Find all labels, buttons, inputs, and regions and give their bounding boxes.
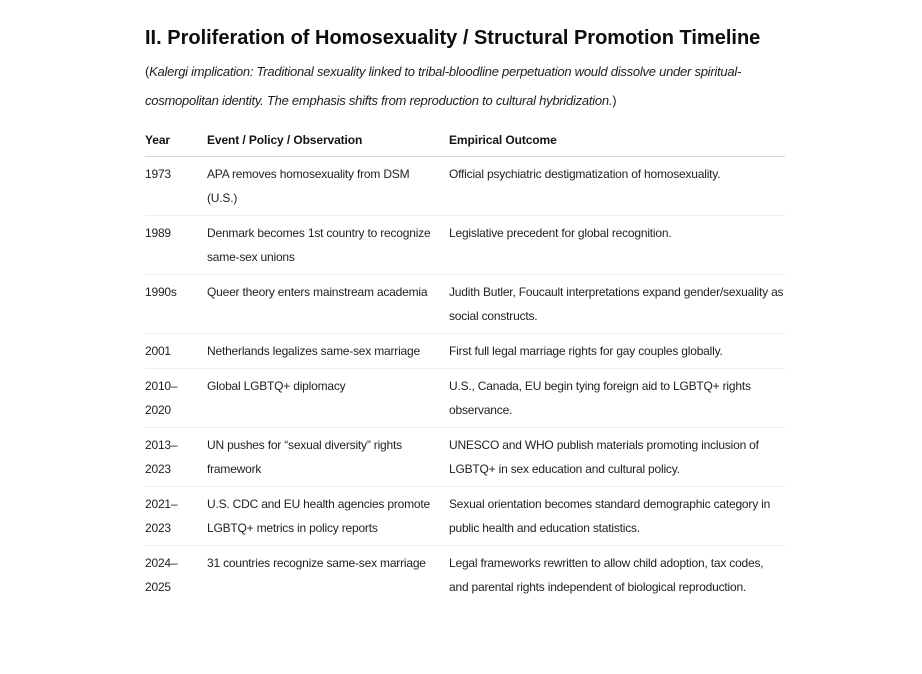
- event-cell: Denmark becomes 1st country to recognize…: [207, 215, 449, 275]
- outcome-cell: Sexual orientation becomes standard demo…: [449, 486, 785, 546]
- table-row: 2024–2025 31 countries recognize same-sex…: [145, 545, 785, 604]
- year-cell: 1989: [145, 215, 207, 275]
- event-cell: Netherlands legalizes same-sex marriage: [207, 333, 449, 369]
- event-cell: UN pushes for “sexual diversity” rights …: [207, 427, 449, 487]
- outcome-cell: U.S., Canada, EU begin tying foreign aid…: [449, 368, 785, 428]
- kalergi-note: (Kalergi implication: Traditional sexual…: [145, 57, 785, 115]
- year-cell: 2021–2023: [145, 486, 207, 546]
- table-row: 1989 Denmark becomes 1st country to recog…: [145, 215, 785, 275]
- year-cell: 1973: [145, 167, 171, 181]
- outcome-cell: Judith Butler, Foucault interpretations …: [449, 274, 785, 334]
- outcome-cell: UNESCO and WHO publish materials promoti…: [449, 427, 785, 487]
- event-cell: APA removes homosexuality from DSM (U.S.…: [207, 167, 410, 205]
- timeline-table: Year Event / Policy / Observation Empiri…: [145, 128, 785, 604]
- event-cell: Global LGBTQ+ diplomacy: [207, 368, 449, 428]
- column-header-event: Event / Policy / Observation: [207, 128, 449, 157]
- column-header-outcome: Empirical Outcome: [449, 128, 785, 157]
- year-cell: 2001: [145, 333, 207, 369]
- year-cell: 2024–2025: [145, 545, 207, 604]
- section-heading: II. Proliferation of Homosexuality / Str…: [145, 27, 761, 49]
- table-row: 1973 APA removes homosexuality from DSM (…: [145, 157, 785, 216]
- outcome-cell: Official psychiatric destigmatization of…: [449, 167, 721, 181]
- note-close-paren: ): [612, 93, 617, 108]
- outcome-cell: Legal frameworks rewritten to allow chil…: [449, 545, 785, 604]
- note-open-paren: (: [145, 64, 150, 79]
- table-row: 2021–2023 U.S. CDC and EU health agencies…: [145, 486, 785, 546]
- column-header-year: Year: [145, 128, 207, 157]
- event-cell: Queer theory enters mainstream academia: [207, 274, 449, 334]
- event-cell: U.S. CDC and EU health agencies promote …: [207, 486, 449, 546]
- outcome-cell: First full legal marriage rights for gay…: [449, 333, 785, 369]
- note-text: Kalergi implication: Traditional sexuali…: [145, 64, 742, 108]
- table-row: 2001 Netherlands legalizes same-sex marri…: [145, 333, 785, 369]
- table-row: 2013–2023 UN pushes for “sexual diversity…: [145, 427, 785, 487]
- year-cell: 1990s: [145, 274, 207, 334]
- document-content: II. Proliferation of Homosexuality / Str…: [145, 0, 785, 604]
- table-body: 1973 APA removes homosexuality from DSM (…: [145, 157, 785, 604]
- table-row: 1990s Queer theory enters mainstream acad…: [145, 274, 785, 334]
- table-header-row: Year Event / Policy / Observation Empiri…: [145, 128, 785, 157]
- year-cell: 2010–2020: [145, 368, 207, 428]
- event-cell: 31 countries recognize same-sex marriage: [207, 545, 449, 604]
- outcome-cell: Legislative precedent for global recogni…: [449, 215, 785, 275]
- table-row: 2010–2020 Global LGBTQ+ diplomacy U.S., Ca…: [145, 368, 785, 428]
- year-cell: 2013–2023: [145, 427, 207, 487]
